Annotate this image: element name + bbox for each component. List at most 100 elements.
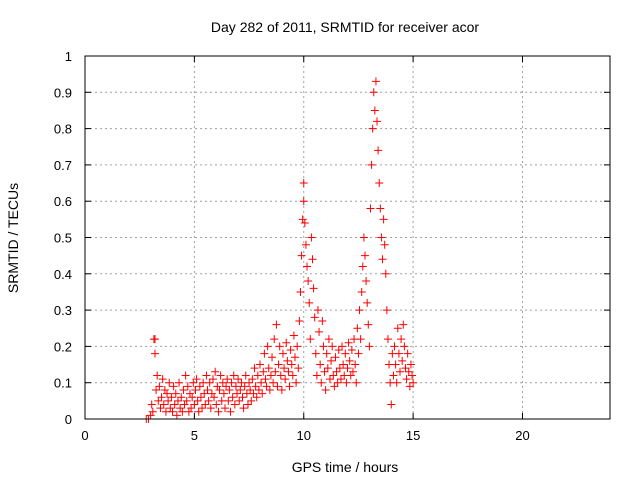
data-point [229,371,238,380]
data-point [348,367,357,376]
x-axis-title: GPS time / hours [292,459,399,475]
data-point [367,160,376,169]
data-point [364,320,373,329]
data-point [381,269,390,278]
data-point [256,360,264,369]
data-point [243,400,252,409]
data-point [288,371,297,380]
data-point [281,375,290,384]
data-point [277,385,286,394]
data-point [366,204,375,213]
data-point [357,287,366,296]
data-point [313,306,322,315]
data-point [214,407,223,416]
data-point [344,338,353,347]
data-point [283,356,292,365]
data-point [318,316,327,325]
data-point [291,353,299,362]
data-point [292,378,301,387]
data-point [330,382,339,391]
data-point [227,378,236,387]
data-point [237,378,246,387]
data-point [341,349,350,358]
data-point [396,367,404,376]
data-point [147,400,156,409]
x-tick-label: 5 [191,428,198,443]
data-point [156,404,165,413]
data-point [319,342,328,351]
data-point [389,371,398,380]
data-point [240,382,249,391]
data-point [304,277,313,286]
data-point [247,396,256,405]
data-point [336,375,345,384]
data-point [287,360,296,369]
data-point [363,298,372,307]
data-point [358,262,367,271]
data-point [338,342,347,351]
y-tick-label: 0.4 [54,267,72,282]
data-point [204,396,213,405]
data-point [235,396,244,405]
data-point [261,375,270,384]
data-point [236,385,245,394]
data-point [246,385,255,394]
data-point [164,396,173,405]
data-point [216,371,225,380]
data-point [206,404,215,413]
data-point [231,382,240,391]
data-point [167,393,176,402]
data-point [280,364,289,373]
data-point [194,407,203,416]
data-point [251,382,260,391]
data-point [219,389,228,398]
data-point [335,364,344,373]
data-point [391,360,400,369]
data-point [192,375,201,384]
data-point [223,375,232,384]
data-point [375,179,384,188]
data-point [276,371,285,380]
y-tick-label: 0.6 [54,194,72,209]
data-point [200,389,209,398]
y-tick-label: 0.9 [54,85,72,100]
y-tick-label: 0 [65,412,72,427]
data-point [153,371,162,380]
data-point [202,371,211,380]
data-point [289,331,298,340]
x-tick-label: 0 [81,428,88,443]
data-point [317,378,326,387]
data-point [225,385,234,394]
data-point [392,378,401,387]
data-point [159,400,168,409]
data-point [266,371,275,380]
data-point [311,349,320,358]
data-point [172,411,181,420]
data-point [316,360,325,369]
data-point [285,382,294,391]
data-point [239,404,248,413]
data-point [275,342,284,351]
data-point [253,371,262,380]
data-point [201,400,210,409]
data-point [305,298,314,307]
data-point [274,360,283,369]
x-tick-label: 20 [515,428,529,443]
data-point [163,389,172,398]
data-point [168,407,177,416]
data-point [327,356,336,365]
data-point [368,124,377,133]
data-point [373,117,382,126]
data-point [165,378,174,387]
data-point [297,251,306,260]
data-point [262,382,271,391]
data-point [339,360,348,369]
data-point [301,240,310,249]
data-point [249,389,258,398]
data-point [282,338,291,347]
data-point [222,382,231,391]
data-point [158,375,167,384]
data-point [182,396,191,405]
data-point [315,327,324,336]
data-point [259,367,268,376]
